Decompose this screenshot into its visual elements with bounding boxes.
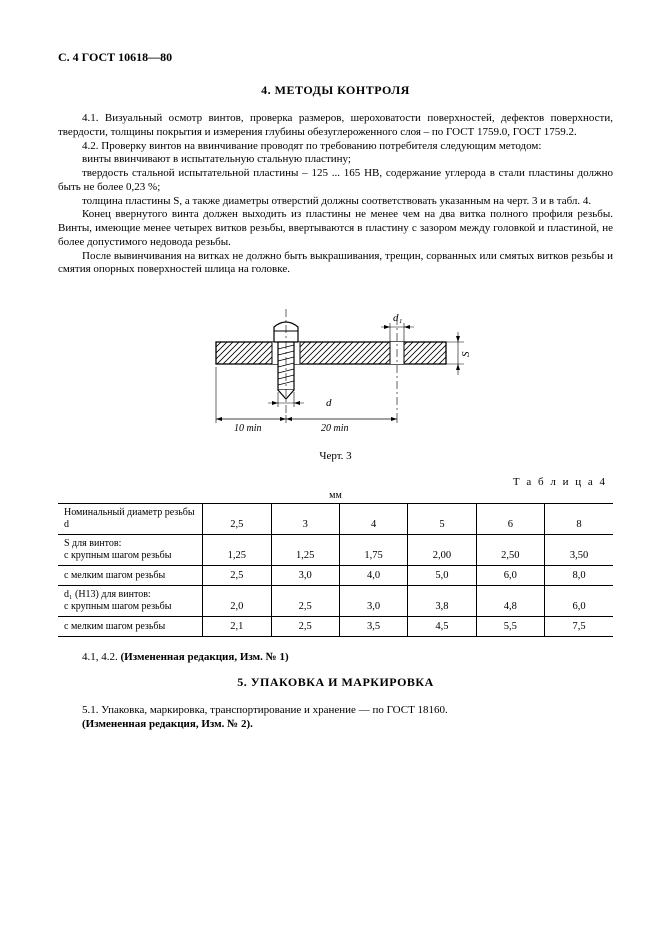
- table-cell: 2,5: [271, 617, 339, 637]
- table-row: с мелким шагом резьбы2,53,04,05,06,08,0: [58, 566, 613, 586]
- table-cell: 7,5: [545, 617, 613, 637]
- para-4-2-a: 4.2. Проверку винтов на ввинчивание пров…: [58, 140, 613, 154]
- table-cell: 1,25: [203, 535, 271, 566]
- table-row: Номинальный диаметр резьбы d2,534568: [58, 504, 613, 535]
- page-header: С. 4 ГОСТ 10618—80: [58, 50, 613, 65]
- para-5-1: 5.1. Упаковка, маркировка, транспортиров…: [58, 704, 613, 718]
- table-cell: 5,0: [408, 566, 476, 586]
- d1-label: d₁: [393, 312, 403, 324]
- figure-3: d₁ S d 10 min 20 min: [58, 287, 613, 442]
- diagram-svg: d₁ S d 10 min 20 min: [186, 287, 486, 437]
- table-cell: 4,8: [476, 586, 544, 617]
- table-label: Т а б л и ц а 4: [58, 476, 607, 488]
- section-4-title: 4. МЕТОДЫ КОНТРОЛЯ: [58, 83, 613, 98]
- table-4: Номинальный диаметр резьбы d2,534568S дл…: [58, 503, 613, 637]
- d-label: d: [326, 397, 332, 409]
- s-label: S: [460, 351, 472, 357]
- table-cell: 2,50: [476, 535, 544, 566]
- table-cell: 3: [271, 504, 339, 535]
- para-4-2-d: толщина пластины S, а также диаметры отв…: [58, 195, 613, 209]
- para-4-2-e: Конец ввернутого винта должен выходить и…: [58, 208, 613, 249]
- table-row: d₁ (H13) для винтов: с крупным шагом рез…: [58, 586, 613, 617]
- table-cell: 1,75: [339, 535, 407, 566]
- dim-10min: 10 min: [234, 423, 262, 434]
- table-cell: 4,0: [339, 566, 407, 586]
- table-row: S для винтов: с крупным шагом резьбы1,25…: [58, 535, 613, 566]
- para-changed-1: 4.1, 4.2. (Измененная редакция, Изм. № 1…: [58, 651, 613, 665]
- row-header: d₁ (H13) для винтов: с крупным шагом рез…: [58, 586, 203, 617]
- table-row: с мелким шагом резьбы2,12,53,54,55,57,5: [58, 617, 613, 637]
- table-cell: 8: [545, 504, 613, 535]
- table-cell: 2,5: [203, 566, 271, 586]
- table-cell: 8,0: [545, 566, 613, 586]
- table-cell: 3,50: [545, 535, 613, 566]
- table-cell: 4,5: [408, 617, 476, 637]
- section-5-title: 5. УПАКОВКА И МАРКИРОВКА: [58, 675, 613, 690]
- para-5-1b: (Измененная редакция, Изм. № 2).: [58, 718, 613, 732]
- para-4-2-c: твердость стальной испытательной пластин…: [58, 167, 613, 195]
- figure-caption: Черт. 3: [58, 450, 613, 462]
- para-4-1: 4.1. Визуальный осмотр винтов, проверка …: [58, 112, 613, 140]
- table-cell: 3,0: [271, 566, 339, 586]
- row-header: с мелким шагом резьбы: [58, 617, 203, 637]
- table-cell: 3,8: [408, 586, 476, 617]
- table-cell: 2,5: [203, 504, 271, 535]
- table-cell: 4: [339, 504, 407, 535]
- page: С. 4 ГОСТ 10618—80 4. МЕТОДЫ КОНТРОЛЯ 4.…: [0, 0, 661, 936]
- table-cell: 6,0: [545, 586, 613, 617]
- table-cell: 3,5: [339, 617, 407, 637]
- table-cell: 3,0: [339, 586, 407, 617]
- table-cell: 5: [408, 504, 476, 535]
- table-cell: 6: [476, 504, 544, 535]
- table-cell: 2,0: [203, 586, 271, 617]
- table-cell: 1,25: [271, 535, 339, 566]
- table-cell: 6,0: [476, 566, 544, 586]
- table-cell: 2,1: [203, 617, 271, 637]
- table-cell: 2,00: [408, 535, 476, 566]
- dim-20min: 20 min: [321, 423, 349, 434]
- table-cell: 5,5: [476, 617, 544, 637]
- row-header: S для винтов: с крупным шагом резьбы: [58, 535, 203, 566]
- para-4-2-b: винты ввинчивают в испытательную стальну…: [58, 153, 613, 167]
- row-header: Номинальный диаметр резьбы d: [58, 504, 203, 535]
- para-4-2-f: После вывинчивания на витках не должно б…: [58, 250, 613, 278]
- table-cell: 2,5: [271, 586, 339, 617]
- table-unit: мм: [58, 490, 613, 501]
- row-header: с мелким шагом резьбы: [58, 566, 203, 586]
